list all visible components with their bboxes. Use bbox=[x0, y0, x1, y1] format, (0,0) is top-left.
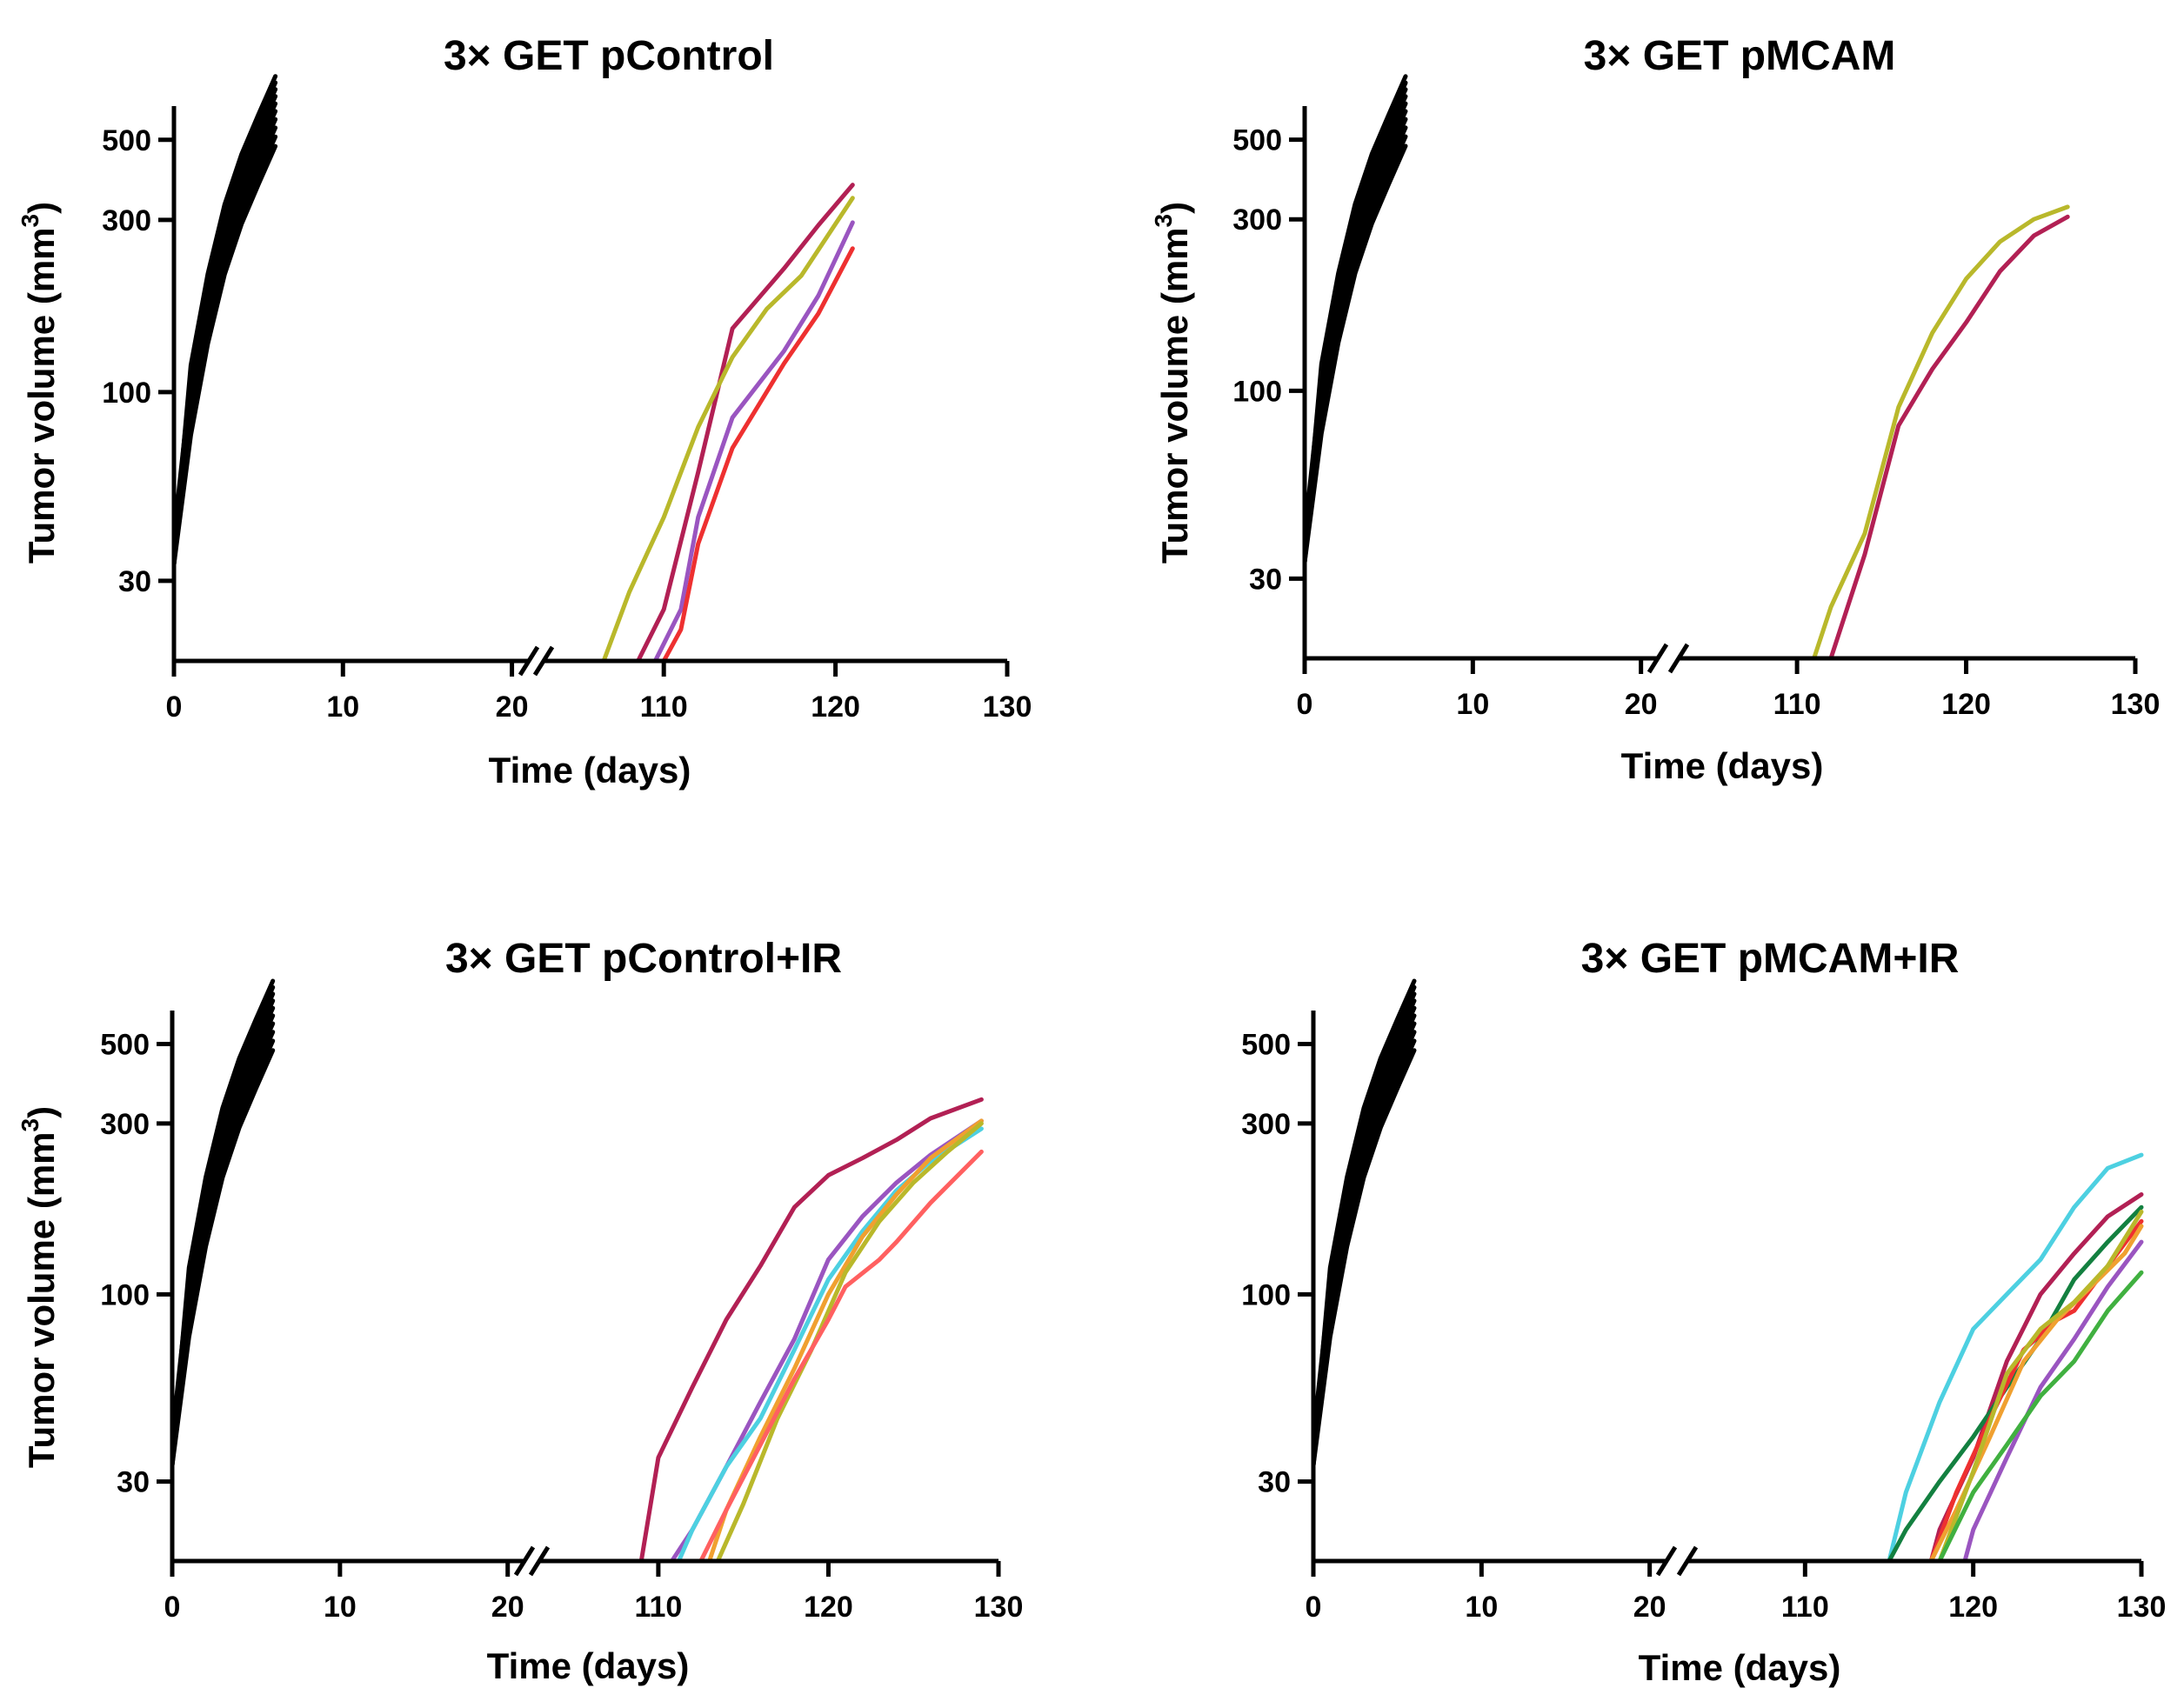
y-tick-label: 300 bbox=[1232, 203, 1282, 237]
chart-panel-1: 3× GET pControl 30 100 300 500 0 10 20 110 120 130… bbox=[17, 33, 1032, 791]
x-tick-label: 20 bbox=[1633, 1591, 1666, 1624]
control-series-line bbox=[171, 74, 278, 557]
chart-title: 3× GET pControl+IR bbox=[445, 936, 842, 982]
y-tick-label: 100 bbox=[100, 1278, 150, 1311]
series-line-1 bbox=[1812, 204, 2070, 661]
axis-break-mark bbox=[1655, 1545, 1678, 1577]
x-tick-label: 20 bbox=[491, 1591, 524, 1624]
x-tick-label: 10 bbox=[1456, 688, 1489, 721]
series-line-1 bbox=[638, 1097, 984, 1564]
y-tick-label: 30 bbox=[117, 1466, 150, 1499]
control-series-group bbox=[171, 74, 278, 567]
y-axis-label: Tumor volume (mm3) bbox=[17, 202, 62, 564]
axis-break-mark bbox=[1667, 643, 1690, 674]
series-line-8 bbox=[1937, 1270, 2144, 1564]
y-tick-label: 300 bbox=[100, 1108, 150, 1141]
x-tick-label: 130 bbox=[974, 1591, 1024, 1624]
x-tick-label: 120 bbox=[1941, 688, 1991, 721]
x-tick-label: 110 bbox=[640, 691, 688, 724]
x-tick-label: 110 bbox=[634, 1591, 682, 1624]
axis-break-mark bbox=[518, 645, 540, 677]
x-tick-label: 0 bbox=[166, 691, 183, 724]
control-series-line bbox=[1311, 1030, 1417, 1449]
y-axis-label: Tumor volume (mm3) bbox=[1150, 202, 1195, 564]
y-tick-label: 500 bbox=[1241, 1028, 1291, 1061]
x-axis-label: Time (days) bbox=[1621, 745, 1824, 786]
axis-break-mark bbox=[528, 1545, 551, 1577]
series-line-2 bbox=[1828, 214, 2070, 661]
series-line-2 bbox=[601, 196, 855, 664]
x-tick-label: 120 bbox=[1948, 1591, 1998, 1624]
x-tick-label: 0 bbox=[164, 1591, 181, 1624]
chart-panel-3: 3× GET pControl+IR 30 100 300 500 0 10 20 110 120… bbox=[17, 936, 1023, 1686]
x-tick-label: 120 bbox=[811, 691, 860, 724]
x-tick-label: 130 bbox=[983, 691, 1032, 724]
chart-panel-4: 3× GET pMCAM+IR 30 100 300 500 0 10 20 110 120 130… bbox=[1241, 936, 2166, 1688]
y-tick-label: 30 bbox=[1258, 1466, 1291, 1499]
series-line-1 bbox=[636, 183, 855, 664]
series-line-1 bbox=[1887, 1152, 2144, 1564]
x-axis-label: Time (days) bbox=[489, 750, 691, 791]
y-tick-label: 100 bbox=[1241, 1278, 1291, 1311]
control-series-line bbox=[170, 978, 276, 1458]
control-series-line bbox=[1311, 978, 1417, 1458]
x-tick-label: 120 bbox=[804, 1591, 853, 1624]
axis-break-mark bbox=[532, 645, 555, 677]
axis-break-mark bbox=[513, 1545, 536, 1577]
control-series-line bbox=[170, 1030, 276, 1449]
chart-title: 3× GET pMCAM bbox=[1584, 33, 1896, 79]
series-line-7 bbox=[1962, 1239, 2144, 1564]
x-tick-label: 20 bbox=[496, 691, 529, 724]
x-tick-label: 0 bbox=[1306, 1591, 1322, 1624]
y-tick-label: 500 bbox=[100, 1028, 150, 1061]
chart-title: 3× GET pControl bbox=[444, 33, 774, 79]
series-line-2 bbox=[670, 1118, 984, 1564]
x-tick-label: 130 bbox=[2117, 1591, 2167, 1624]
series-line-3 bbox=[676, 1126, 984, 1564]
x-tick-label: 10 bbox=[326, 691, 359, 724]
x-tick-label: 10 bbox=[324, 1591, 357, 1624]
y-tick-label: 100 bbox=[102, 377, 151, 410]
control-series-line bbox=[1302, 74, 1408, 555]
y-tick-label: 300 bbox=[1241, 1108, 1291, 1141]
series-line-6 bbox=[698, 1149, 984, 1564]
chart-title: 3× GET pMCAM+IR bbox=[1581, 936, 1960, 982]
control-series-group bbox=[1311, 978, 1417, 1468]
axis-break-mark bbox=[1676, 1545, 1699, 1577]
y-tick-label: 300 bbox=[102, 204, 151, 237]
y-tick-label: 500 bbox=[102, 124, 151, 157]
control-series-line bbox=[1302, 125, 1408, 545]
x-tick-label: 10 bbox=[1465, 1591, 1498, 1624]
series-line-4 bbox=[661, 246, 855, 664]
control-series-group bbox=[1302, 74, 1408, 565]
series-line-6 bbox=[1937, 1209, 2144, 1564]
control-series-line bbox=[171, 125, 278, 547]
x-tick-label: 110 bbox=[1773, 688, 1821, 721]
x-axis-label: Time (days) bbox=[1639, 1647, 1841, 1688]
y-tick-label: 100 bbox=[1232, 375, 1282, 408]
x-axis-label: Time (days) bbox=[487, 1645, 690, 1686]
series-line-5 bbox=[715, 1121, 984, 1564]
axis-break-mark bbox=[1646, 643, 1669, 674]
y-tick-label: 30 bbox=[118, 565, 151, 598]
series-line-3 bbox=[652, 220, 855, 664]
series-line-4 bbox=[707, 1118, 984, 1564]
series-line-2 bbox=[1928, 1192, 2144, 1564]
y-axis-label: Tumor volume (mm3) bbox=[17, 1106, 62, 1468]
y-tick-label: 500 bbox=[1232, 124, 1282, 157]
x-tick-label: 0 bbox=[1297, 688, 1313, 721]
control-series-group bbox=[170, 978, 276, 1468]
x-tick-label: 20 bbox=[1625, 688, 1658, 721]
x-tick-label: 110 bbox=[1781, 1591, 1829, 1624]
chart-panel-2: 3× GET pMCAM 30 100 300 500 0 10 20 110 120 130 Tim… bbox=[1150, 33, 2160, 786]
x-tick-label: 130 bbox=[2111, 688, 2161, 721]
y-tick-label: 30 bbox=[1249, 563, 1282, 596]
